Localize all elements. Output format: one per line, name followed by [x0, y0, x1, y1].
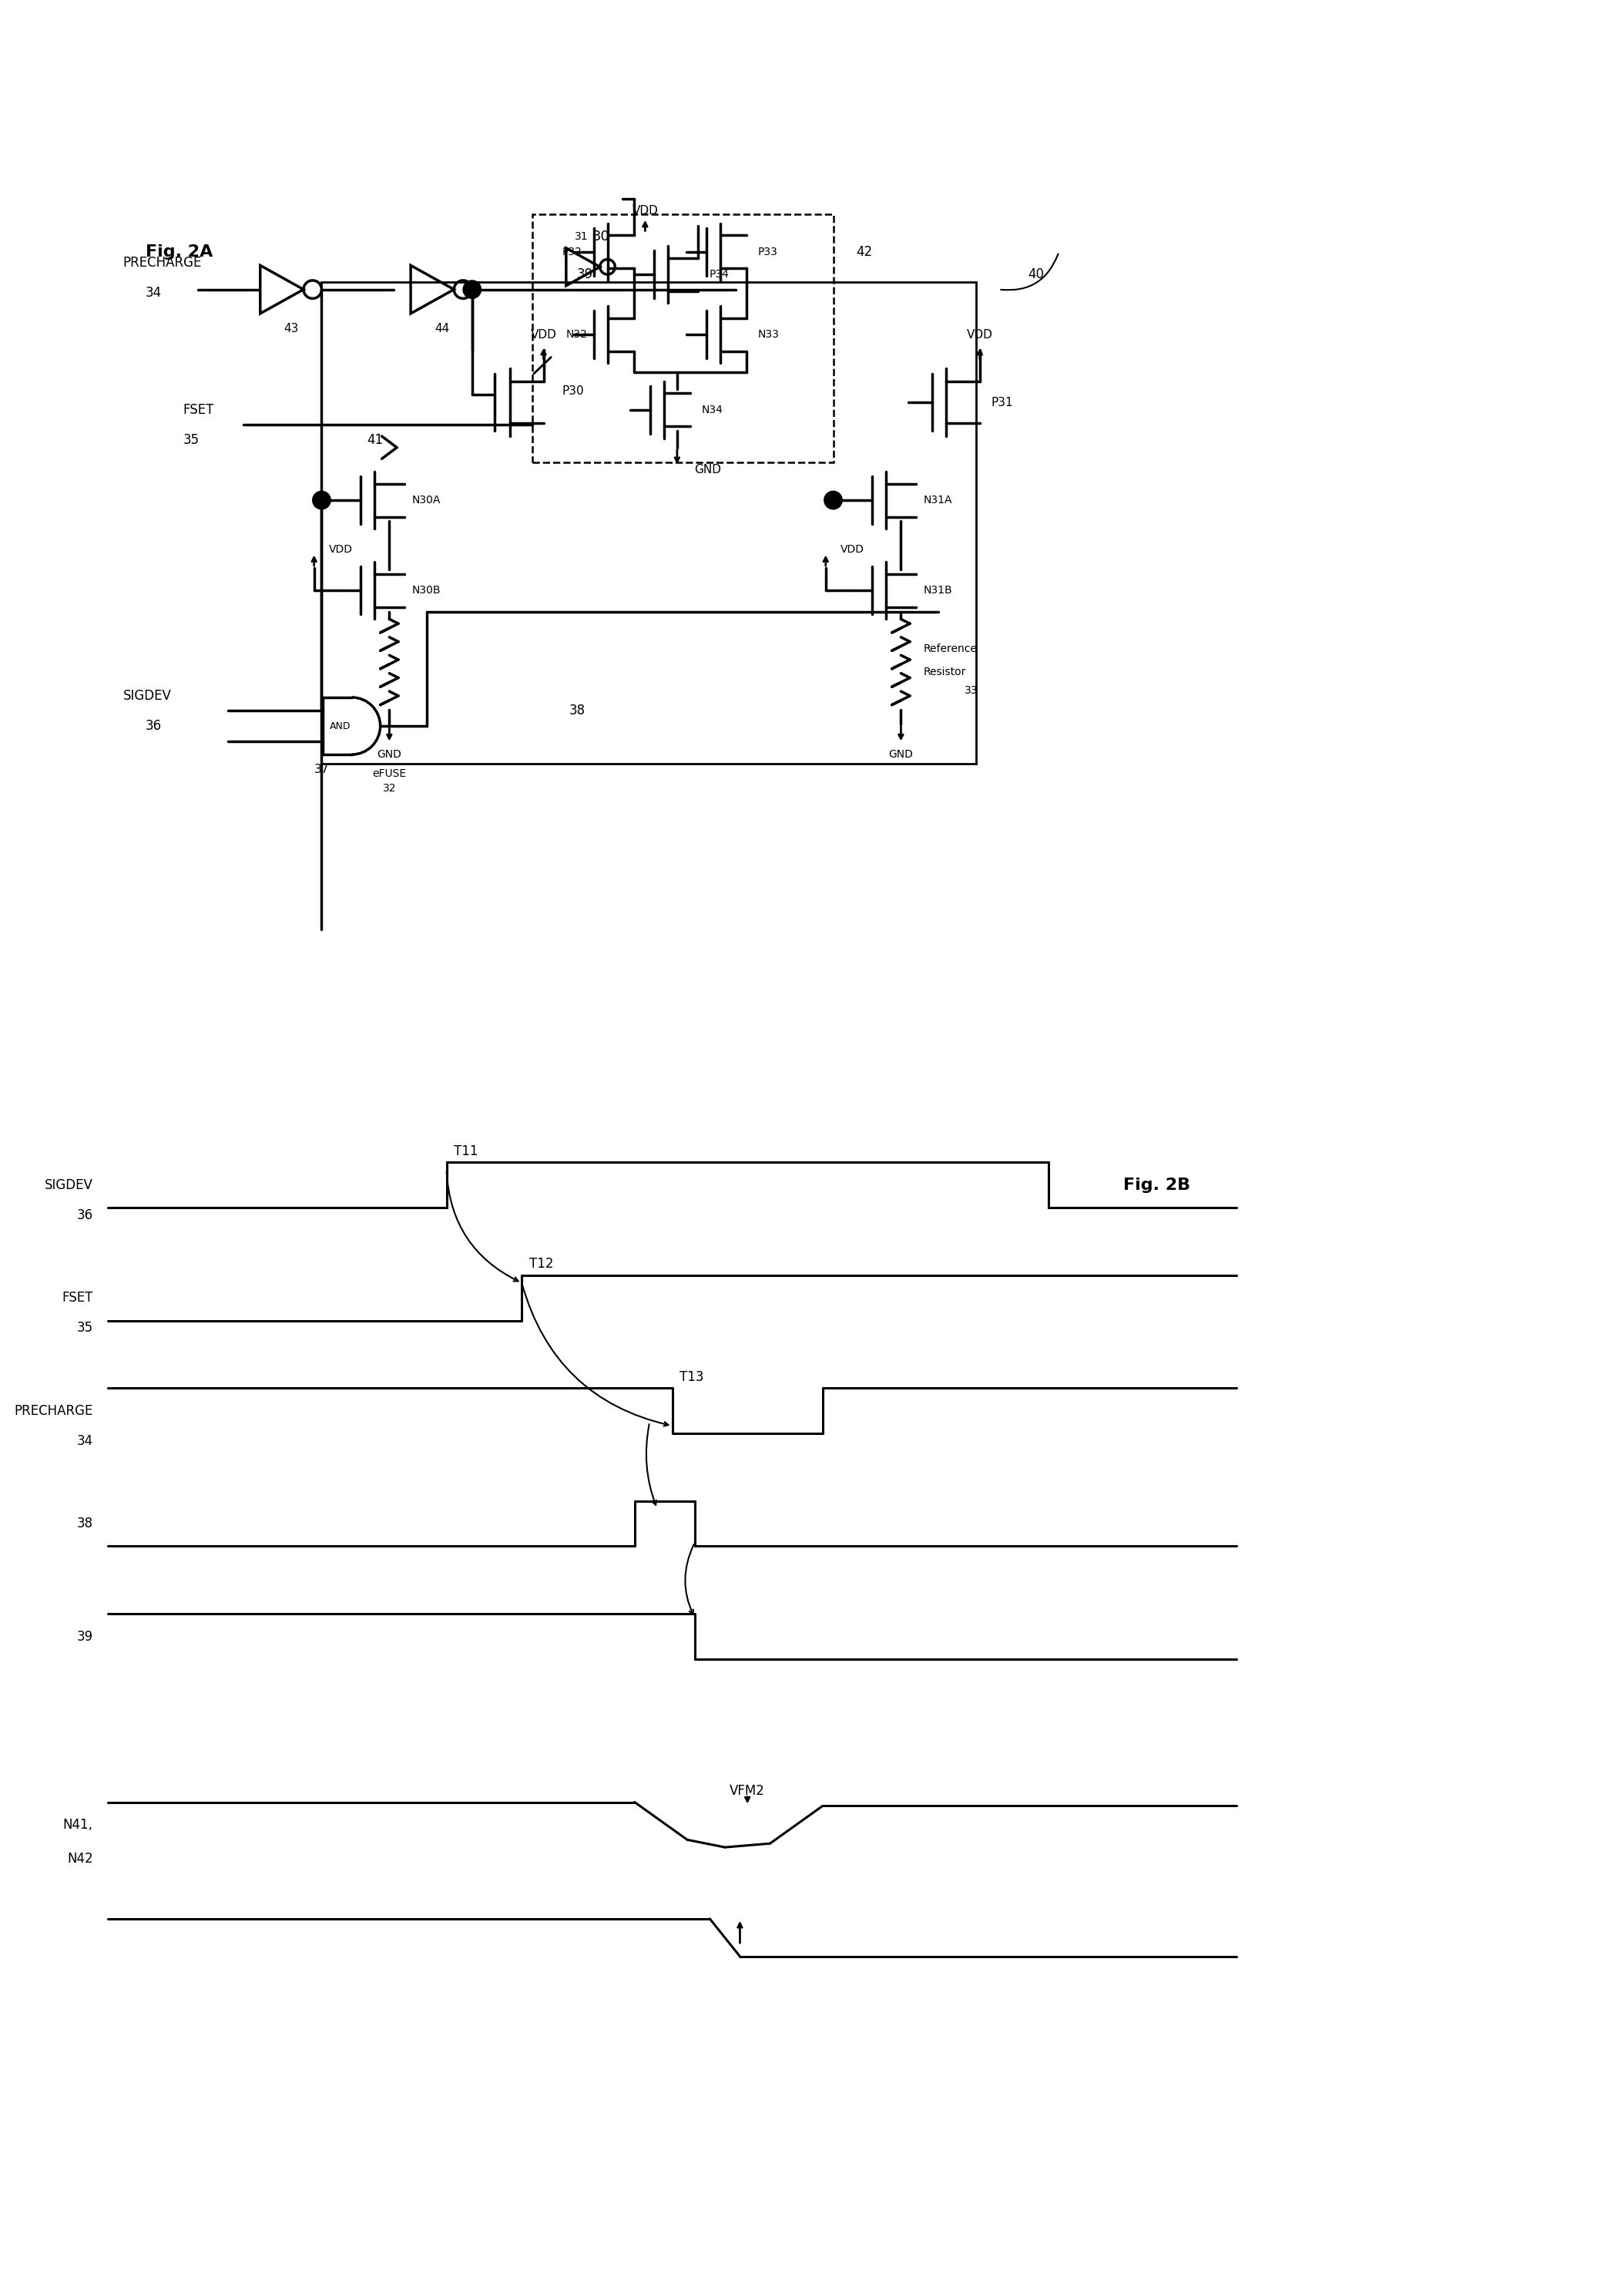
- Text: VDD: VDD: [632, 204, 658, 215]
- Text: AND: AND: [330, 721, 351, 730]
- Text: FSET: FSET: [184, 403, 214, 416]
- Text: 36: 36: [146, 718, 162, 732]
- Text: N31A: N31A: [924, 494, 952, 506]
- Text: P30: P30: [562, 384, 585, 396]
- Text: N34: N34: [702, 405, 723, 414]
- Text: 41: 41: [367, 432, 383, 446]
- Text: 30: 30: [593, 229, 611, 245]
- Text: eFUSE: eFUSE: [372, 769, 406, 778]
- Text: P33: P33: [758, 247, 778, 256]
- Text: 34: 34: [146, 286, 162, 300]
- Text: 32: 32: [383, 782, 396, 794]
- Text: PRECHARGE: PRECHARGE: [123, 256, 201, 270]
- Text: 40: 40: [1028, 268, 1044, 281]
- Circle shape: [823, 492, 843, 510]
- Text: N42: N42: [67, 1851, 93, 1865]
- Text: 44: 44: [435, 323, 450, 334]
- Text: VDD: VDD: [841, 545, 864, 554]
- Text: VDD: VDD: [531, 329, 557, 341]
- Circle shape: [463, 281, 481, 297]
- Text: VFM2: VFM2: [729, 1785, 765, 1798]
- Text: GND: GND: [693, 464, 721, 476]
- Text: SIGDEV: SIGDEV: [123, 689, 172, 702]
- Text: Fig. 2B: Fig. 2B: [1124, 1178, 1190, 1192]
- Text: 35: 35: [76, 1320, 93, 1334]
- Text: 43: 43: [284, 323, 299, 334]
- Text: Reference: Reference: [924, 643, 978, 654]
- Text: T13: T13: [680, 1371, 703, 1384]
- Text: 35: 35: [184, 432, 200, 446]
- Text: GND: GND: [888, 748, 913, 760]
- Text: PRECHARGE: PRECHARGE: [15, 1405, 93, 1419]
- Text: P32: P32: [562, 247, 583, 256]
- Bar: [322, 281, 976, 764]
- Text: N32: N32: [567, 329, 588, 341]
- Text: 39: 39: [577, 268, 593, 281]
- Text: FSET: FSET: [62, 1290, 93, 1304]
- Text: 36: 36: [76, 1208, 93, 1222]
- Text: Resistor: Resistor: [924, 666, 966, 677]
- Text: N30B: N30B: [412, 586, 440, 595]
- Bar: [533, 215, 833, 462]
- Text: T12: T12: [529, 1256, 554, 1270]
- Text: N31B: N31B: [924, 586, 952, 595]
- Text: 37: 37: [313, 764, 330, 776]
- Text: VDD: VDD: [330, 545, 352, 554]
- Text: 39: 39: [76, 1629, 93, 1643]
- Text: N33: N33: [758, 329, 780, 341]
- Text: P34: P34: [710, 270, 729, 279]
- Text: P31: P31: [991, 396, 1013, 407]
- Text: SIGDEV: SIGDEV: [44, 1178, 93, 1192]
- Text: Fig. 2A: Fig. 2A: [146, 245, 213, 259]
- Text: N30A: N30A: [412, 494, 440, 506]
- Text: 33: 33: [965, 684, 978, 696]
- Text: T11: T11: [455, 1144, 479, 1158]
- Circle shape: [312, 492, 331, 510]
- Text: 38: 38: [570, 705, 586, 718]
- Text: 38: 38: [76, 1517, 93, 1531]
- Text: GND: GND: [377, 748, 401, 760]
- Text: 42: 42: [856, 245, 872, 259]
- Text: 31: 31: [575, 231, 588, 243]
- Text: 34: 34: [76, 1435, 93, 1448]
- Text: N41,: N41,: [63, 1817, 93, 1833]
- Text: VDD: VDD: [966, 329, 992, 341]
